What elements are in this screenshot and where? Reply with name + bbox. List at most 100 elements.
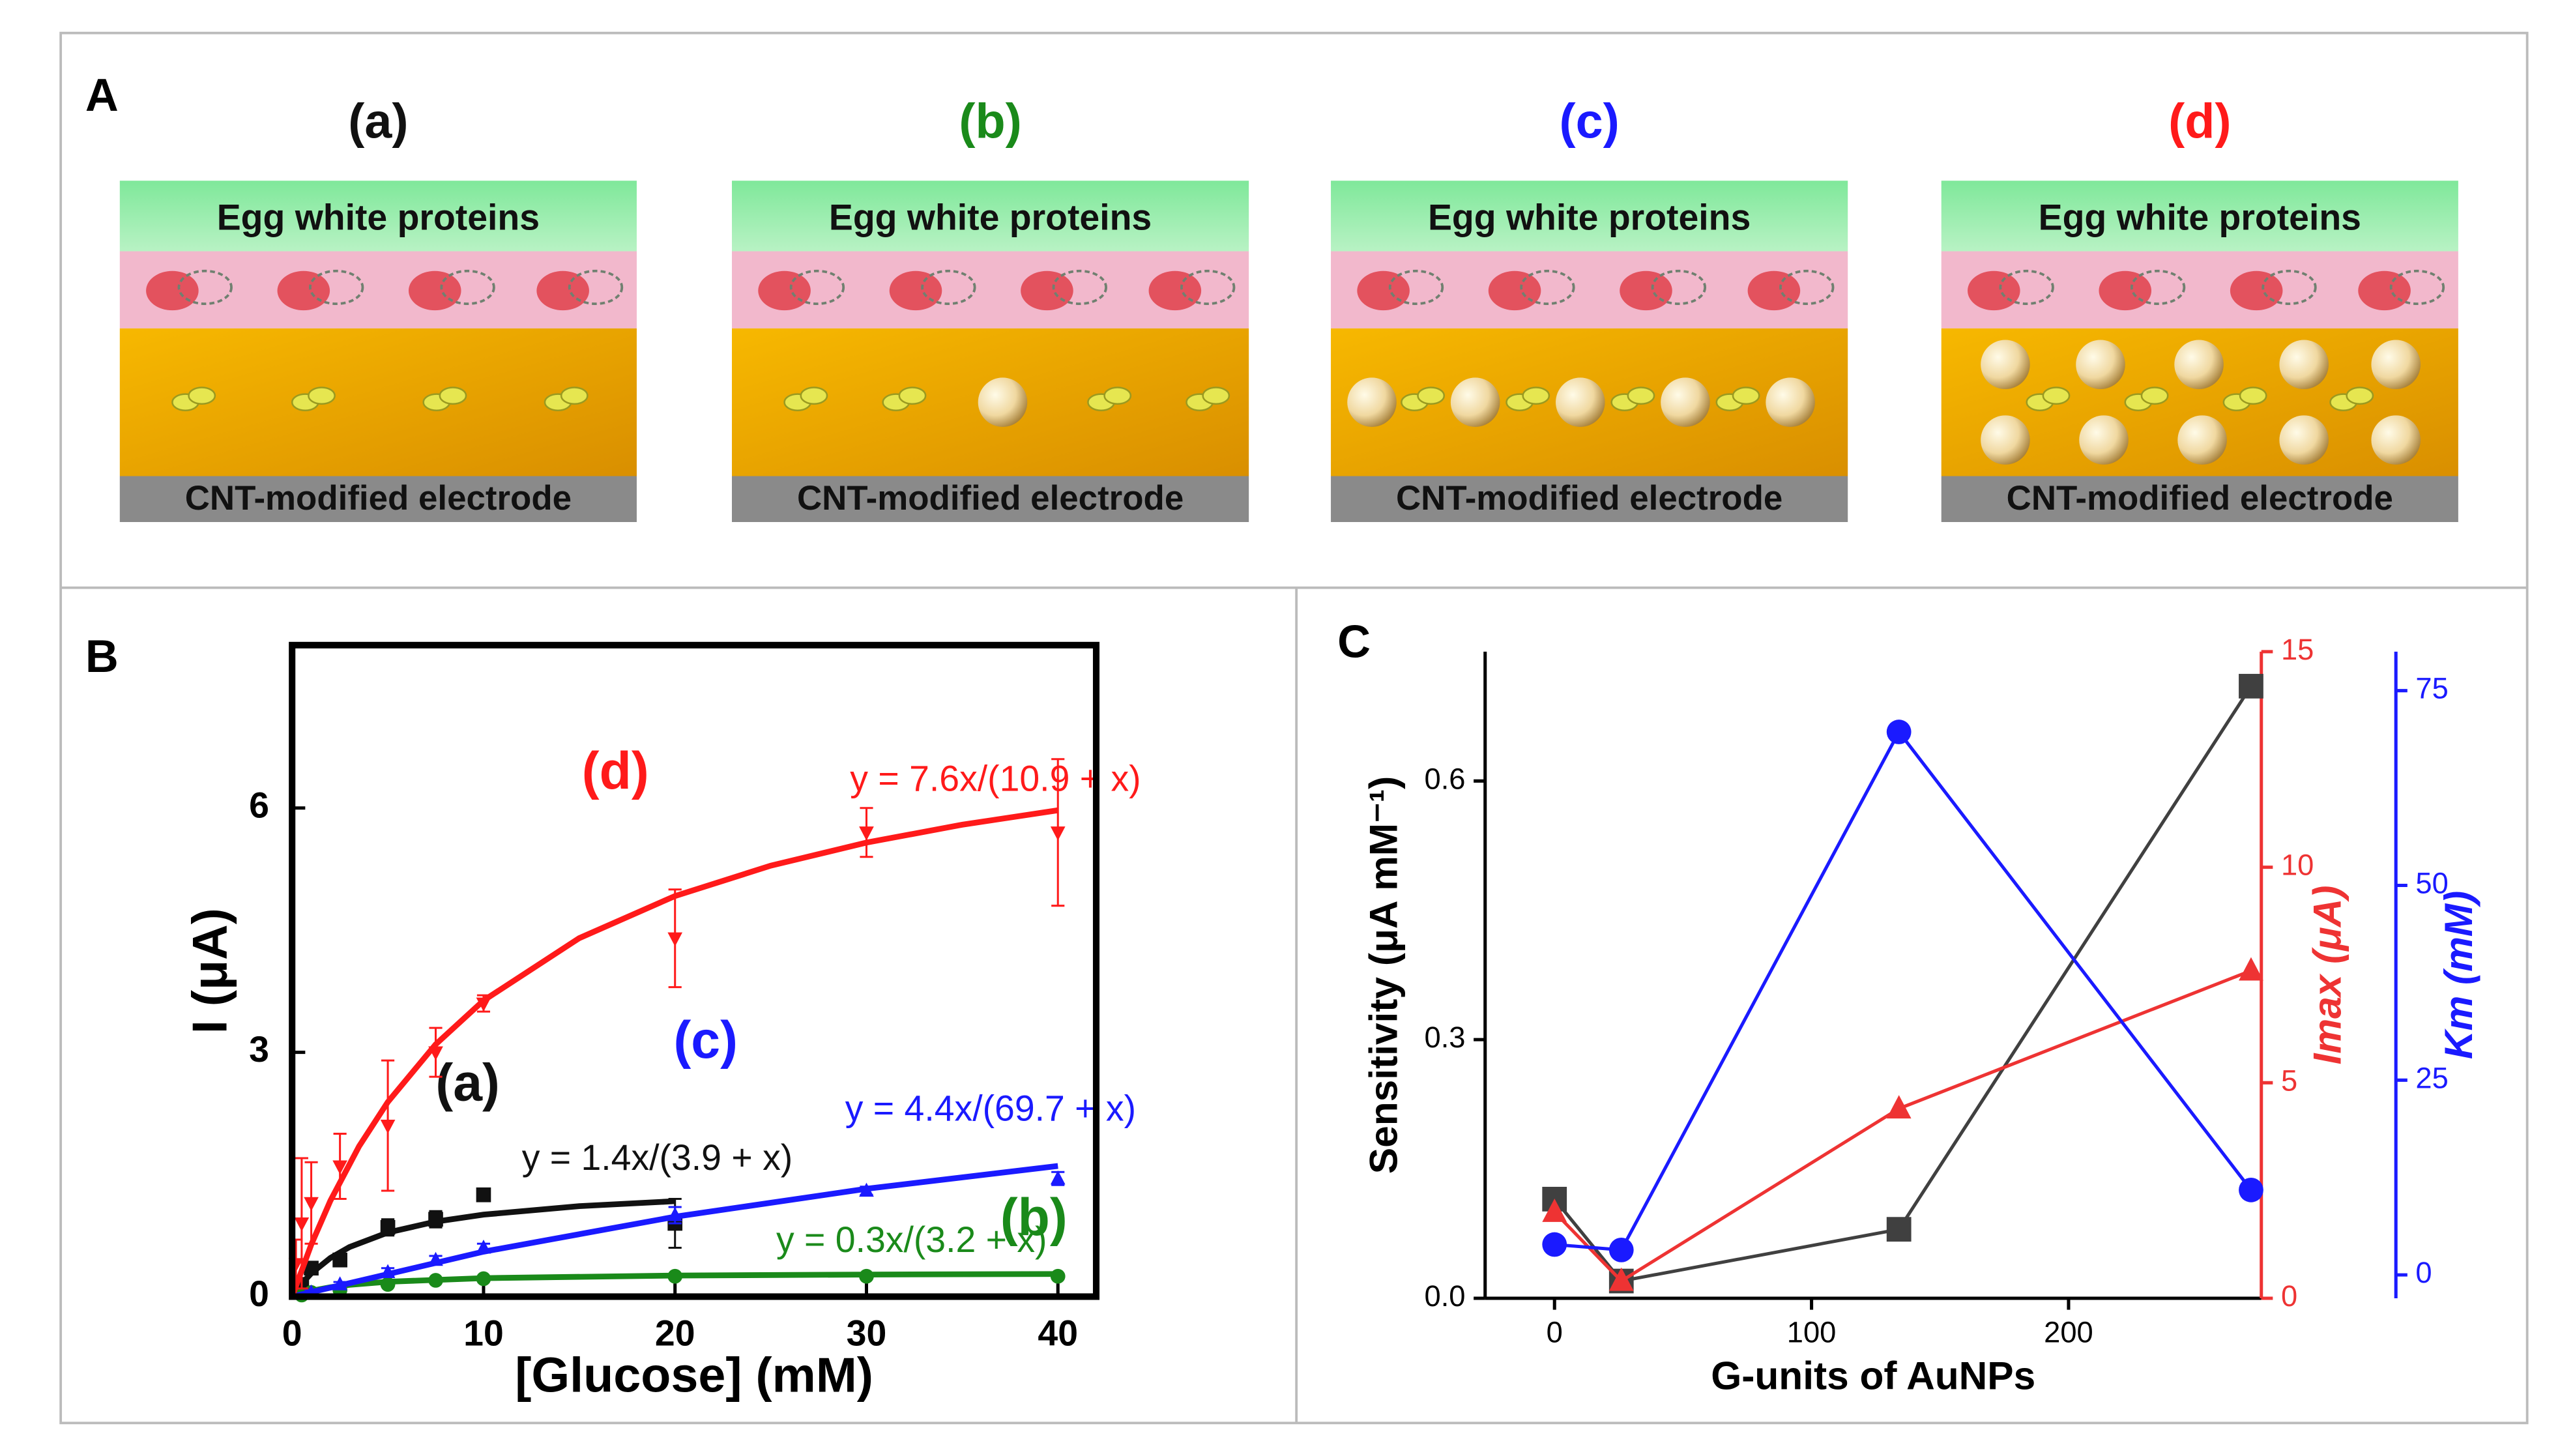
y-tick-label: 0.0 <box>1425 1279 1466 1313</box>
layer-label: Egg white proteins <box>217 197 540 237</box>
series-label: (a) <box>435 1053 499 1112</box>
gold-nanoparticle <box>1661 377 1710 427</box>
series-label: (b) <box>1000 1188 1068 1247</box>
enzyme <box>1021 270 1073 311</box>
protein <box>440 269 495 305</box>
fit-equation: y = 7.6x/(10.9 + x) <box>850 758 1141 798</box>
x-tick-label: 10 <box>463 1313 504 1354</box>
y-tick-label: 6 <box>249 785 269 825</box>
protein <box>1052 269 1107 305</box>
y-tick-label: 0.6 <box>1425 762 1466 795</box>
y2-tick-label: 10 <box>2281 849 2314 882</box>
marker <box>294 1217 310 1232</box>
series-label: (c) <box>673 1011 737 1070</box>
layer-label: CNT-modified electrode <box>797 479 1184 517</box>
enzyme <box>1148 270 1202 311</box>
marker <box>380 1219 396 1235</box>
marker <box>859 1268 874 1284</box>
electrode-layer <box>119 476 637 522</box>
enzyme <box>1620 270 1672 311</box>
protein-layer <box>119 181 637 252</box>
gold-nanoparticle <box>1766 377 1815 427</box>
marker <box>332 1252 347 1268</box>
gold-nanoparticle <box>978 377 1028 427</box>
series-line <box>1554 729 2252 1252</box>
protein <box>789 269 845 305</box>
protein <box>177 269 233 305</box>
layer-label: Egg white proteins <box>2039 197 2361 237</box>
protein <box>2262 269 2317 305</box>
figure-border <box>59 31 2529 1425</box>
y-axis-label: Sensitivity (μA mM⁻¹) <box>1361 776 1406 1174</box>
protein-layer <box>1331 181 1848 252</box>
gold-nanoparticle <box>1981 340 2030 390</box>
layer-label: Egg white proteins <box>1428 197 1751 237</box>
layer-label: CNT-modified electrode <box>2007 479 2393 517</box>
mediator <box>2042 386 2071 405</box>
x-tick-label: 40 <box>1038 1313 1078 1354</box>
gold-nanoparticle <box>1556 377 1605 427</box>
protein <box>1651 269 1707 305</box>
mediator <box>1417 386 1446 405</box>
marker <box>1050 826 1066 841</box>
x-tick-label: 0 <box>282 1313 302 1354</box>
enzyme <box>146 270 199 311</box>
marker <box>1608 1237 1634 1262</box>
mediator <box>1103 386 1132 405</box>
marker <box>428 1273 443 1288</box>
column-label: (b) <box>959 95 1021 149</box>
enzyme <box>536 270 589 311</box>
gold-nanoparticle <box>2279 415 2329 465</box>
marker <box>428 1046 443 1061</box>
layer-label: Egg white proteins <box>829 197 1152 237</box>
gold-nanoparticle <box>1347 377 1397 427</box>
marker <box>2239 673 2263 699</box>
gold-nanoparticle <box>2371 415 2421 465</box>
column-label: (a) <box>348 95 408 149</box>
y3-tick-label: 75 <box>2415 672 2448 705</box>
marker <box>428 1212 443 1227</box>
x-axis-label: G-units of AuNPs <box>1711 1353 2035 1397</box>
mediator <box>1627 386 1655 405</box>
marker <box>476 1271 491 1287</box>
x-tick-label: 200 <box>2044 1315 2093 1348</box>
enzyme <box>2358 270 2411 311</box>
column-label: (d) <box>2168 95 2231 149</box>
y3-tick-label: 25 <box>2415 1061 2448 1094</box>
mediator <box>188 386 216 405</box>
marker <box>476 1240 491 1254</box>
protein <box>1779 269 1835 305</box>
marker <box>2239 1177 2263 1202</box>
enzyme <box>2099 270 2152 311</box>
x-tick-label: 20 <box>655 1313 695 1354</box>
y-tick-label: 0 <box>249 1274 269 1314</box>
mediator <box>1732 386 1760 405</box>
protein <box>2130 269 2186 305</box>
y-tick-label: 3 <box>249 1029 269 1070</box>
marker <box>859 1182 874 1197</box>
gold-nanoparticle <box>2177 415 2227 465</box>
enzyme <box>2230 270 2283 311</box>
enzyme <box>889 270 942 311</box>
marker <box>428 1251 443 1266</box>
mediator <box>2346 386 2374 405</box>
fit-equation: y = 1.4x/(3.9 + x) <box>522 1137 793 1178</box>
marker <box>1542 1232 1567 1257</box>
marker <box>1050 1170 1066 1185</box>
mediator <box>2140 386 2169 405</box>
gold-nanoparticle <box>1981 415 2030 465</box>
enzyme <box>1968 270 2020 311</box>
mediator <box>2239 386 2267 405</box>
layer-label: CNT-modified electrode <box>185 479 572 517</box>
marker <box>332 1160 347 1175</box>
mediator <box>898 386 927 405</box>
y-tick-label: 0.3 <box>1425 1021 1466 1054</box>
panel-letter: A <box>85 69 119 121</box>
protein <box>921 269 976 305</box>
panel-letter: B <box>85 630 119 682</box>
layer-label: CNT-modified electrode <box>1396 479 1782 517</box>
marker <box>667 932 683 947</box>
marker <box>2239 957 2263 981</box>
